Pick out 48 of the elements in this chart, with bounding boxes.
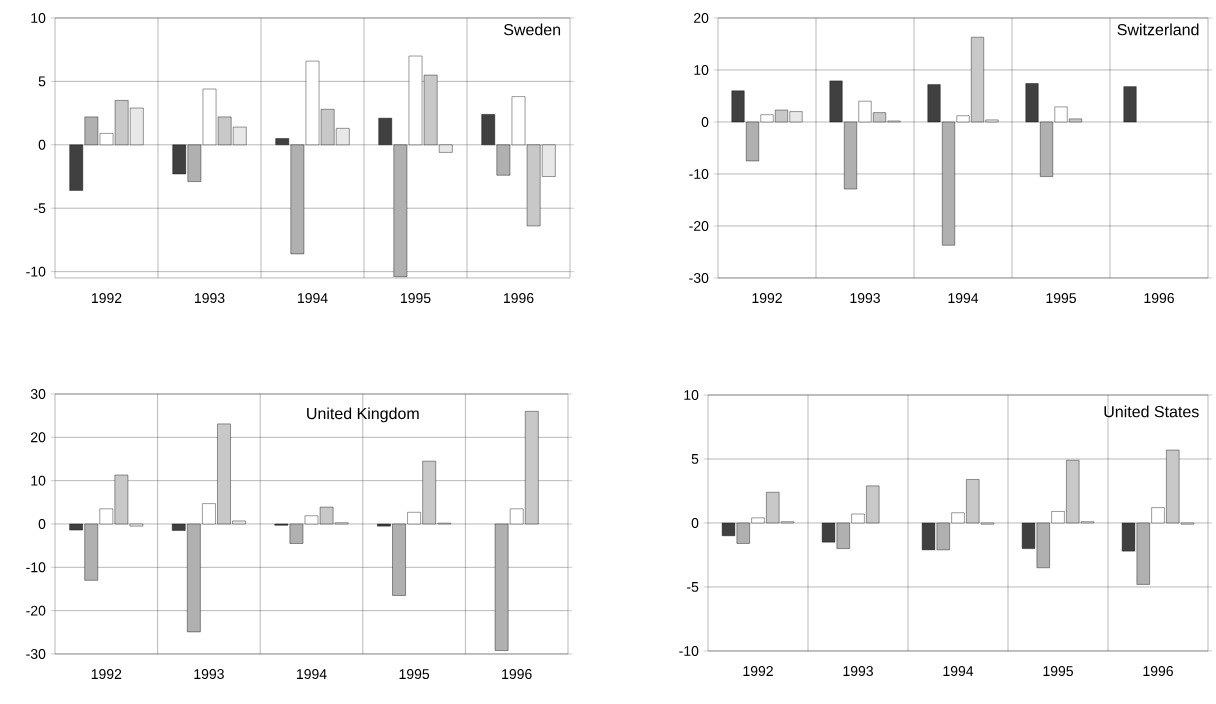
x-tick-label: 1993 bbox=[843, 666, 873, 677]
y-tick-label: -20 bbox=[689, 221, 709, 231]
x-tick-label: 1996 bbox=[1143, 666, 1173, 677]
x-tick-label: 1992 bbox=[92, 293, 122, 304]
y-tick-label: -30 bbox=[689, 273, 709, 283]
x-tick-label: 1994 bbox=[298, 293, 328, 304]
x-tick-label: 1995 bbox=[399, 669, 430, 680]
y-tick-label: 5 bbox=[38, 76, 46, 87]
y-tick-label: -10 bbox=[679, 646, 699, 656]
y-tick-label: 0 bbox=[38, 519, 46, 529]
x-tick-label: 1994 bbox=[297, 669, 327, 680]
x-tick-label: 1995 bbox=[401, 293, 431, 304]
x-tick-label: 1995 bbox=[1046, 293, 1076, 304]
chart-title: Sweden bbox=[504, 23, 561, 36]
y-tick-label: 10 bbox=[31, 475, 46, 486]
y-tick-label: 0 bbox=[38, 139, 46, 150]
y-tick-label: -10 bbox=[26, 266, 46, 277]
y-tick-label: -30 bbox=[26, 649, 46, 659]
y-tick-label: 5 bbox=[691, 454, 699, 464]
y-tick-label: 20 bbox=[694, 13, 709, 23]
y-tick-label: 10 bbox=[684, 390, 699, 400]
x-tick-label: 1992 bbox=[743, 666, 773, 677]
text: United Kingdom bbox=[307, 407, 419, 423]
bar bbox=[1123, 86, 1137, 123]
y-tick-label: 0 bbox=[691, 518, 699, 528]
text: United States bbox=[1104, 405, 1199, 418]
y-tick-label: -10 bbox=[689, 169, 709, 179]
x-tick-label: 1992 bbox=[91, 669, 122, 680]
y-tick-label: 10 bbox=[694, 65, 709, 75]
y-tick-label: 0 bbox=[701, 117, 709, 127]
y-tick-label: -20 bbox=[26, 605, 46, 616]
x-tick-label: 1993 bbox=[850, 293, 880, 304]
y-tick-label: 10 bbox=[31, 13, 46, 23]
x-tick-label: 1996 bbox=[502, 669, 532, 680]
x-tick-label: 1993 bbox=[194, 669, 224, 680]
chart-title: Switzerland bbox=[1117, 23, 1199, 36]
y-tick-label: -5 bbox=[34, 203, 46, 214]
y-tick-label: -5 bbox=[687, 582, 699, 592]
x-tick-label: 1993 bbox=[195, 293, 225, 304]
y-tick-label: -10 bbox=[26, 562, 46, 573]
x-tick-label: 1996 bbox=[504, 293, 534, 304]
y-tick-label: 30 bbox=[30, 389, 46, 399]
x-tick-label: 1995 bbox=[1043, 666, 1073, 677]
x-tick-label: 1994 bbox=[943, 666, 974, 677]
x-tick-label: 1992 bbox=[752, 293, 782, 304]
x-tick-label: 1996 bbox=[1144, 293, 1174, 304]
x-tick-label: 1994 bbox=[948, 293, 979, 304]
y-tick-label: 20 bbox=[31, 432, 46, 443]
